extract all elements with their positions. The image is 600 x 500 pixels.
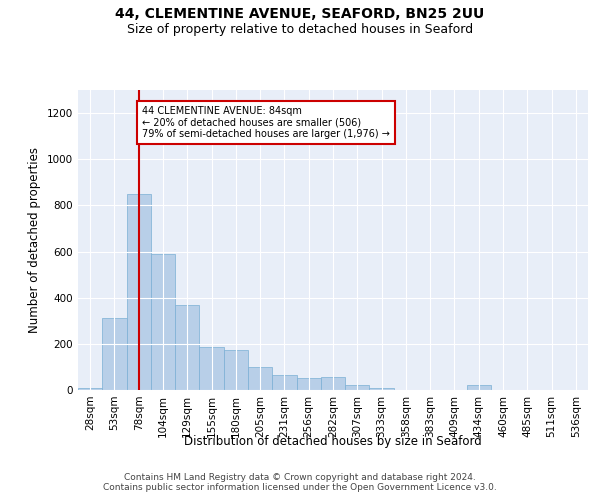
Bar xyxy=(248,367,272,390)
Bar xyxy=(467,386,491,390)
Text: Size of property relative to detached houses in Seaford: Size of property relative to detached ho… xyxy=(127,22,473,36)
Bar xyxy=(199,348,224,390)
Bar xyxy=(321,378,345,390)
Text: Distribution of detached houses by size in Seaford: Distribution of detached houses by size … xyxy=(184,435,482,448)
Bar xyxy=(102,318,127,390)
Bar xyxy=(272,375,296,390)
Bar xyxy=(296,378,321,390)
Bar xyxy=(370,388,394,390)
Bar xyxy=(151,254,175,390)
Bar xyxy=(175,304,199,390)
Bar xyxy=(345,386,370,390)
Text: Contains HM Land Registry data © Crown copyright and database right 2024.
Contai: Contains HM Land Registry data © Crown c… xyxy=(103,472,497,492)
Y-axis label: Number of detached properties: Number of detached properties xyxy=(28,147,41,333)
Bar xyxy=(224,350,248,390)
Text: 44 CLEMENTINE AVENUE: 84sqm
← 20% of detached houses are smaller (506)
79% of se: 44 CLEMENTINE AVENUE: 84sqm ← 20% of det… xyxy=(142,106,390,140)
Bar xyxy=(78,388,102,390)
Bar xyxy=(127,194,151,390)
Text: 44, CLEMENTINE AVENUE, SEAFORD, BN25 2UU: 44, CLEMENTINE AVENUE, SEAFORD, BN25 2UU xyxy=(115,8,485,22)
